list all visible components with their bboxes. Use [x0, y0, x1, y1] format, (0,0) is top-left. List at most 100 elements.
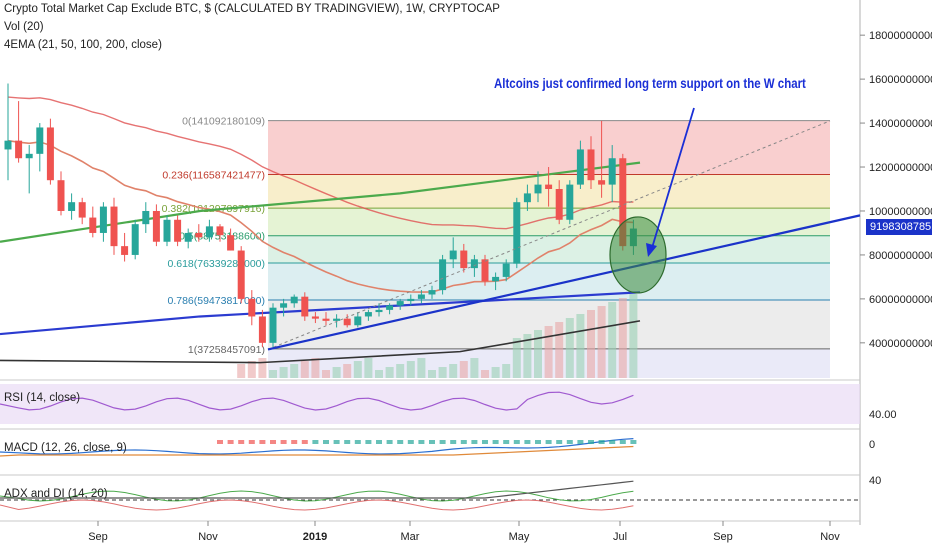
adx-line — [0, 480, 634, 499]
candle-body — [417, 294, 425, 299]
candle-body — [523, 193, 531, 203]
volume-bars — [237, 294, 638, 378]
macd-histogram-bar — [238, 440, 245, 444]
candle-body — [407, 298, 415, 302]
macd-histogram-bar — [323, 440, 329, 444]
macd-histogram-bar — [397, 440, 404, 444]
volume-bar — [618, 298, 627, 378]
volume-bar — [364, 358, 373, 378]
candle-body — [163, 219, 171, 242]
macd-histogram-bar — [301, 440, 308, 444]
macd-histogram-bar — [386, 440, 393, 444]
candle-body — [545, 184, 553, 189]
candle-body — [121, 246, 129, 255]
volume-bar — [523, 334, 532, 378]
ema-legend: 4EMA (21, 50, 100, 200, close) — [4, 39, 162, 51]
candle-body — [534, 184, 542, 194]
candle-body — [248, 298, 256, 317]
ema-200-line — [0, 291, 641, 336]
volume-bar — [279, 367, 288, 378]
candle-body — [68, 202, 76, 211]
sma-line — [0, 320, 641, 364]
candle-body — [174, 219, 182, 242]
support-trend-line — [267, 214, 861, 351]
macd-histogram-bar — [376, 440, 382, 444]
candle-body — [131, 224, 139, 255]
macd-histogram-bar — [535, 440, 541, 444]
volume-bar — [597, 306, 606, 378]
candle-body — [46, 127, 54, 181]
candle-body — [386, 305, 394, 310]
macd-histogram-bar — [524, 440, 531, 444]
candle-body — [502, 263, 510, 277]
rsi-label: RSI (14, close) — [4, 392, 81, 404]
x-tick-label: Sep — [713, 531, 733, 543]
candle-body — [152, 210, 160, 242]
x-tick-label: 2019 — [303, 531, 327, 543]
volume-bar — [449, 364, 458, 378]
x-tick-label: Nov — [820, 531, 840, 543]
volume-bar — [322, 370, 330, 378]
candle-body — [89, 217, 97, 233]
macd-histogram-bar — [418, 440, 425, 444]
macd-histogram-bar — [259, 440, 266, 444]
macd-histogram-bar — [333, 440, 340, 444]
candle-body — [439, 259, 447, 291]
candle-body — [78, 202, 86, 218]
candle-body — [57, 180, 65, 211]
chart-title: Crypto Total Market Cap Exclude BTC, $ (… — [4, 3, 500, 15]
y-tick-label: 80000000000 — [869, 250, 932, 262]
volume-bar — [502, 364, 511, 378]
annotation-arrowhead — [646, 243, 657, 257]
volume-bar — [544, 326, 553, 378]
candle-body — [513, 202, 521, 264]
candle-body — [227, 235, 235, 251]
volume-bar — [247, 361, 256, 378]
candle-body — [598, 180, 606, 185]
volume-bar — [491, 367, 500, 378]
volume-bar — [417, 358, 426, 378]
candle-body — [237, 250, 245, 299]
volume-bar — [385, 367, 394, 378]
candle-body — [99, 206, 107, 233]
macd-histogram-bar — [619, 440, 626, 444]
candle-body — [333, 318, 341, 321]
macd-histogram-bar — [630, 440, 637, 444]
candle-body — [25, 153, 33, 159]
y-tick-label: 40000000000 — [869, 338, 932, 350]
macd-histogram-bar — [227, 440, 234, 444]
macd-histogram-bar — [545, 440, 552, 444]
volume-bar — [470, 358, 479, 378]
volume-bar — [459, 361, 468, 378]
fib-zone — [268, 120, 830, 175]
volume-bar — [534, 330, 542, 378]
drawing-overlay — [267, 107, 861, 351]
macd-histogram-bar — [365, 440, 372, 444]
support-annotation: Altcoins just confirmed long term suppor… — [494, 75, 806, 91]
rsi-line — [0, 391, 634, 411]
volume-bar — [396, 364, 405, 378]
candle-body — [322, 318, 330, 321]
candle-body — [142, 210, 150, 225]
macd-histogram-bar — [503, 440, 510, 444]
candle-body — [15, 140, 23, 159]
candle-body — [311, 316, 319, 319]
volume-bar — [343, 364, 352, 378]
volume-legend: Vol (20) — [4, 21, 44, 33]
dashed-trend-line — [267, 120, 831, 350]
candle-body — [354, 316, 362, 326]
volume-bar — [555, 322, 564, 378]
macd-histogram-bar — [556, 440, 563, 444]
candle-body — [258, 316, 266, 343]
lower-panes: 40.00 0 40 — [0, 384, 897, 511]
y-tick-label: 180000000000 — [869, 30, 932, 42]
candle-body — [481, 259, 489, 282]
macd-histogram-bar — [270, 440, 276, 444]
x-tick-label: Mar — [401, 531, 420, 543]
x-tick-label: Nov — [198, 531, 218, 543]
candle-body — [492, 276, 500, 282]
adx-label: ADX and DI (14, 20) — [4, 488, 108, 500]
candle-body — [343, 318, 351, 326]
volume-bar — [237, 364, 246, 378]
